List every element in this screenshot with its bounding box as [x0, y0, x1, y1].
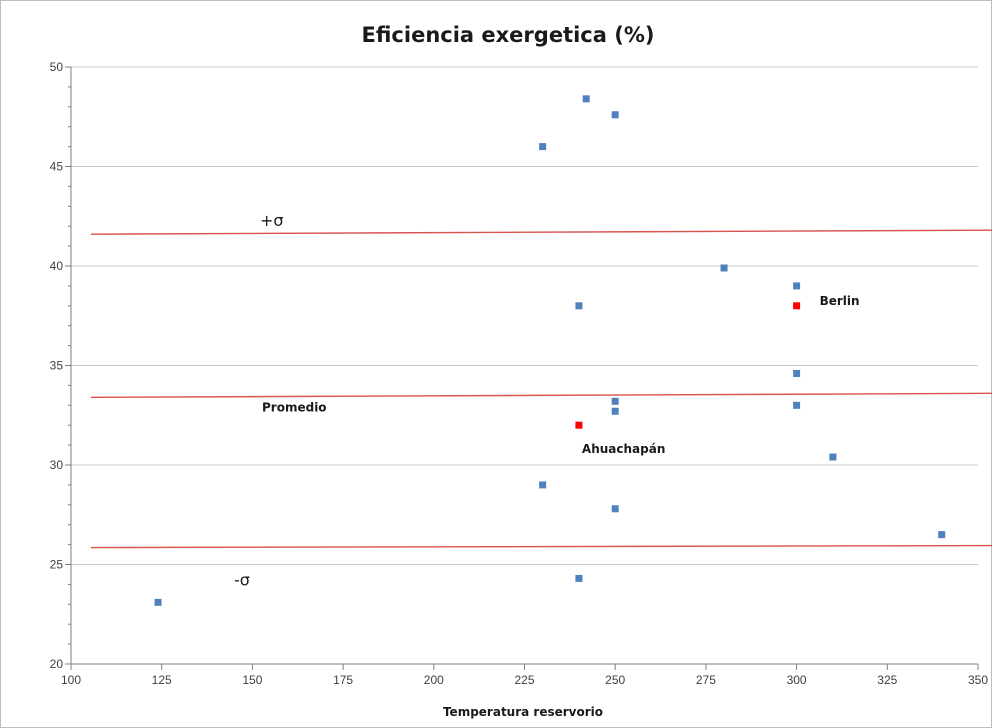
x-tick-label: 225	[514, 673, 534, 687]
x-tick-label: 150	[242, 673, 262, 687]
x-tick-label: 300	[787, 673, 807, 687]
highlighted-data-point	[793, 302, 801, 310]
x-tick-label: 100	[61, 673, 81, 687]
y-tick-label: 40	[50, 259, 64, 273]
reference-lines	[90, 229, 992, 549]
data-point	[611, 505, 619, 513]
reference-line-label: Promedio	[262, 400, 327, 414]
reference-line-label: +σ	[260, 211, 284, 230]
y-tick-label: 45	[50, 160, 64, 174]
reference-line-label: -σ	[234, 571, 250, 590]
point-label: Berlin	[820, 294, 860, 308]
y-tick-label: 50	[50, 60, 64, 74]
highlighted-data-point	[575, 421, 583, 429]
reference-line	[90, 229, 992, 235]
point-label: Ahuachapán	[582, 442, 665, 456]
data-point	[720, 264, 728, 272]
data-points	[154, 95, 946, 606]
data-point	[793, 282, 801, 290]
gridlines	[71, 66, 978, 565]
data-point	[582, 95, 590, 103]
x-axis-title: Temperatura reservorio	[443, 705, 603, 719]
reference-line	[90, 544, 992, 549]
x-tick-label: 175	[333, 673, 353, 687]
y-tick-label: 20	[50, 657, 64, 671]
x-tick-label: 200	[424, 673, 444, 687]
annotations: +σ Promedio -σ Berlin Ahuachapán	[234, 211, 860, 589]
y-tick-label: 30	[50, 458, 64, 472]
x-tick-label: 275	[696, 673, 716, 687]
x-tick-label: 250	[605, 673, 625, 687]
data-point	[539, 143, 547, 151]
data-point	[938, 531, 946, 539]
data-point	[575, 574, 583, 582]
reference-line	[90, 392, 992, 399]
data-point	[539, 481, 547, 489]
chart-title: Eficiencia exergetica (%)	[362, 23, 655, 47]
data-point	[154, 598, 162, 606]
y-tick-label: 25	[50, 558, 64, 572]
x-tick-label: 350	[968, 673, 988, 687]
y-tick-label: 35	[50, 359, 64, 373]
data-point	[611, 397, 619, 405]
axes: 20 25 30 35 40 45 50 100 125 150 175 200 225 250 275 30…	[50, 60, 989, 687]
data-point	[793, 401, 801, 409]
data-point	[829, 453, 837, 461]
data-point	[611, 111, 619, 119]
data-point	[611, 407, 619, 415]
x-tick-label: 325	[877, 673, 897, 687]
x-tick-label: 125	[152, 673, 172, 687]
data-point	[793, 369, 801, 377]
data-point	[575, 302, 583, 310]
